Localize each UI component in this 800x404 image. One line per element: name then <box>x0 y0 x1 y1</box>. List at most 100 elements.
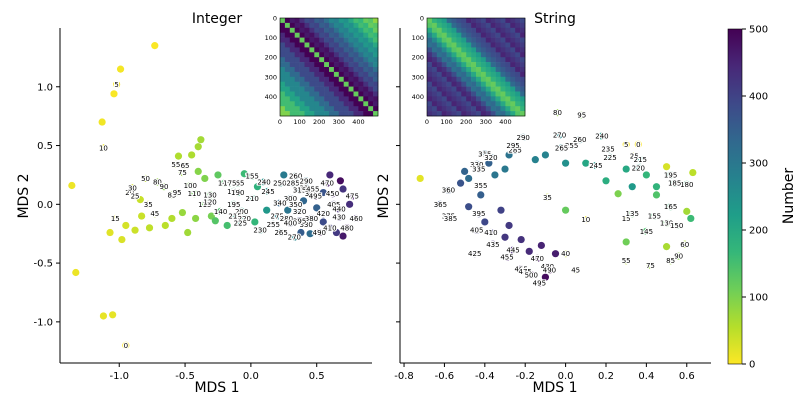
heatmap-cell <box>363 71 369 78</box>
heatmap-cell <box>309 71 315 78</box>
heatmap-cell <box>309 42 315 48</box>
heatmap-cell <box>456 32 462 38</box>
data-point <box>292 172 300 180</box>
heatmap-cell <box>441 62 447 68</box>
heatmap-cell <box>490 62 496 68</box>
point-label: 455 <box>306 186 319 194</box>
data-point <box>481 218 489 226</box>
heatmap-cell <box>319 42 325 48</box>
heatmap-cell <box>490 42 496 48</box>
heatmap-cell <box>343 52 349 58</box>
data-point <box>276 199 284 207</box>
heatmap-cell <box>368 81 374 87</box>
point-label: 65 <box>181 162 190 170</box>
heatmap-cell <box>466 111 472 117</box>
heatmap-cell <box>515 71 521 78</box>
heatmap-cell <box>329 96 335 102</box>
data-point <box>234 179 242 187</box>
heatmap-cell <box>441 86 447 92</box>
point-label: 465 <box>514 265 527 273</box>
heatmap-cell <box>314 62 320 68</box>
heatmap-cell <box>353 91 359 97</box>
heatmap-cell <box>446 71 452 78</box>
heatmap-cell <box>304 91 310 97</box>
heatmap-cell <box>446 37 452 43</box>
heatmap-cell <box>280 42 286 48</box>
point-label: 490 <box>313 229 326 237</box>
heatmap-cell <box>466 67 472 73</box>
heatmap-cell <box>289 42 295 48</box>
heatmap-cell <box>299 37 305 43</box>
heatmap-cell <box>505 106 511 112</box>
data-point <box>206 191 214 199</box>
x-tick-label: -0.6 <box>435 371 455 382</box>
heatmap-cell <box>427 22 433 29</box>
heatmap-cell <box>348 18 354 24</box>
heatmap-cell <box>500 62 506 68</box>
heatmap-cell <box>373 32 379 38</box>
heatmap-cell <box>476 101 482 107</box>
heatmap-cell <box>456 52 462 58</box>
point-label: 55 <box>622 257 631 265</box>
inset-heatmap-integer: 0 100 200 300 400 0 100 200 300 400 <box>265 15 379 126</box>
data-point <box>675 252 683 260</box>
point-label: 405 <box>327 201 340 209</box>
heatmap-cell <box>495 81 501 87</box>
heatmap-cell <box>353 111 359 117</box>
heatmap-cell <box>329 32 335 38</box>
heatmap-cell <box>510 91 516 97</box>
heatmap-cell <box>436 22 442 29</box>
heatmap-cell <box>309 62 315 68</box>
heatmap-cell <box>456 81 462 87</box>
heatmap-cell <box>431 32 438 38</box>
point-label: 95 <box>577 111 586 119</box>
heatmap-cell <box>343 57 349 63</box>
heatmap-cell <box>348 111 354 117</box>
heatmap-cell <box>333 22 340 29</box>
data-point <box>578 111 586 119</box>
point-label: 15 <box>111 215 120 223</box>
heatmap-cell <box>294 57 300 63</box>
heatmap-cell <box>466 101 472 107</box>
data-point <box>465 174 473 183</box>
heatmap-cell <box>309 47 315 53</box>
heatmap-cell <box>471 52 477 58</box>
heatmap-cell <box>280 111 286 117</box>
heatmap-cell <box>304 62 310 68</box>
heatmap-cell <box>431 101 438 107</box>
heatmap-cell <box>500 91 506 97</box>
heatmap-cell <box>280 62 286 68</box>
heatmap-cell <box>358 86 364 92</box>
heatmap-cell <box>368 42 374 48</box>
heatmap-cell <box>476 52 482 58</box>
heatmap-cell <box>427 81 433 87</box>
x-axis-label-string: MDS 1 <box>532 380 577 396</box>
heatmap-cell <box>363 57 369 63</box>
heatmap-cell <box>304 106 310 112</box>
data-point <box>273 212 281 220</box>
heatmap-cell <box>299 96 305 102</box>
heatmap-cell <box>314 67 320 73</box>
heatmap-cell <box>319 96 325 102</box>
heatmap-cell <box>436 101 442 107</box>
heatmap-cell <box>451 37 457 43</box>
data-point <box>535 279 543 287</box>
heatmap-cell <box>314 81 320 87</box>
heatmap-cell <box>329 57 335 63</box>
heatmap-cell <box>441 111 447 117</box>
heatmap-cell <box>343 42 349 48</box>
heatmap-cell <box>500 96 506 102</box>
heatmap-cell <box>490 76 496 82</box>
heatmap-cell <box>333 18 340 24</box>
heatmap-cell <box>324 71 330 78</box>
heatmap-cell <box>324 101 330 107</box>
point-label: 195 <box>227 201 240 209</box>
point-label: 20 <box>125 189 134 197</box>
heatmap-cell <box>431 96 438 102</box>
heatmap-cell <box>505 101 511 107</box>
heatmap-cell <box>441 81 447 87</box>
inset-x-tick: 100 <box>293 118 305 126</box>
heatmap-cell <box>368 37 374 43</box>
x-tick-label: 0.2 <box>598 371 614 382</box>
heatmap-cell <box>353 101 359 107</box>
